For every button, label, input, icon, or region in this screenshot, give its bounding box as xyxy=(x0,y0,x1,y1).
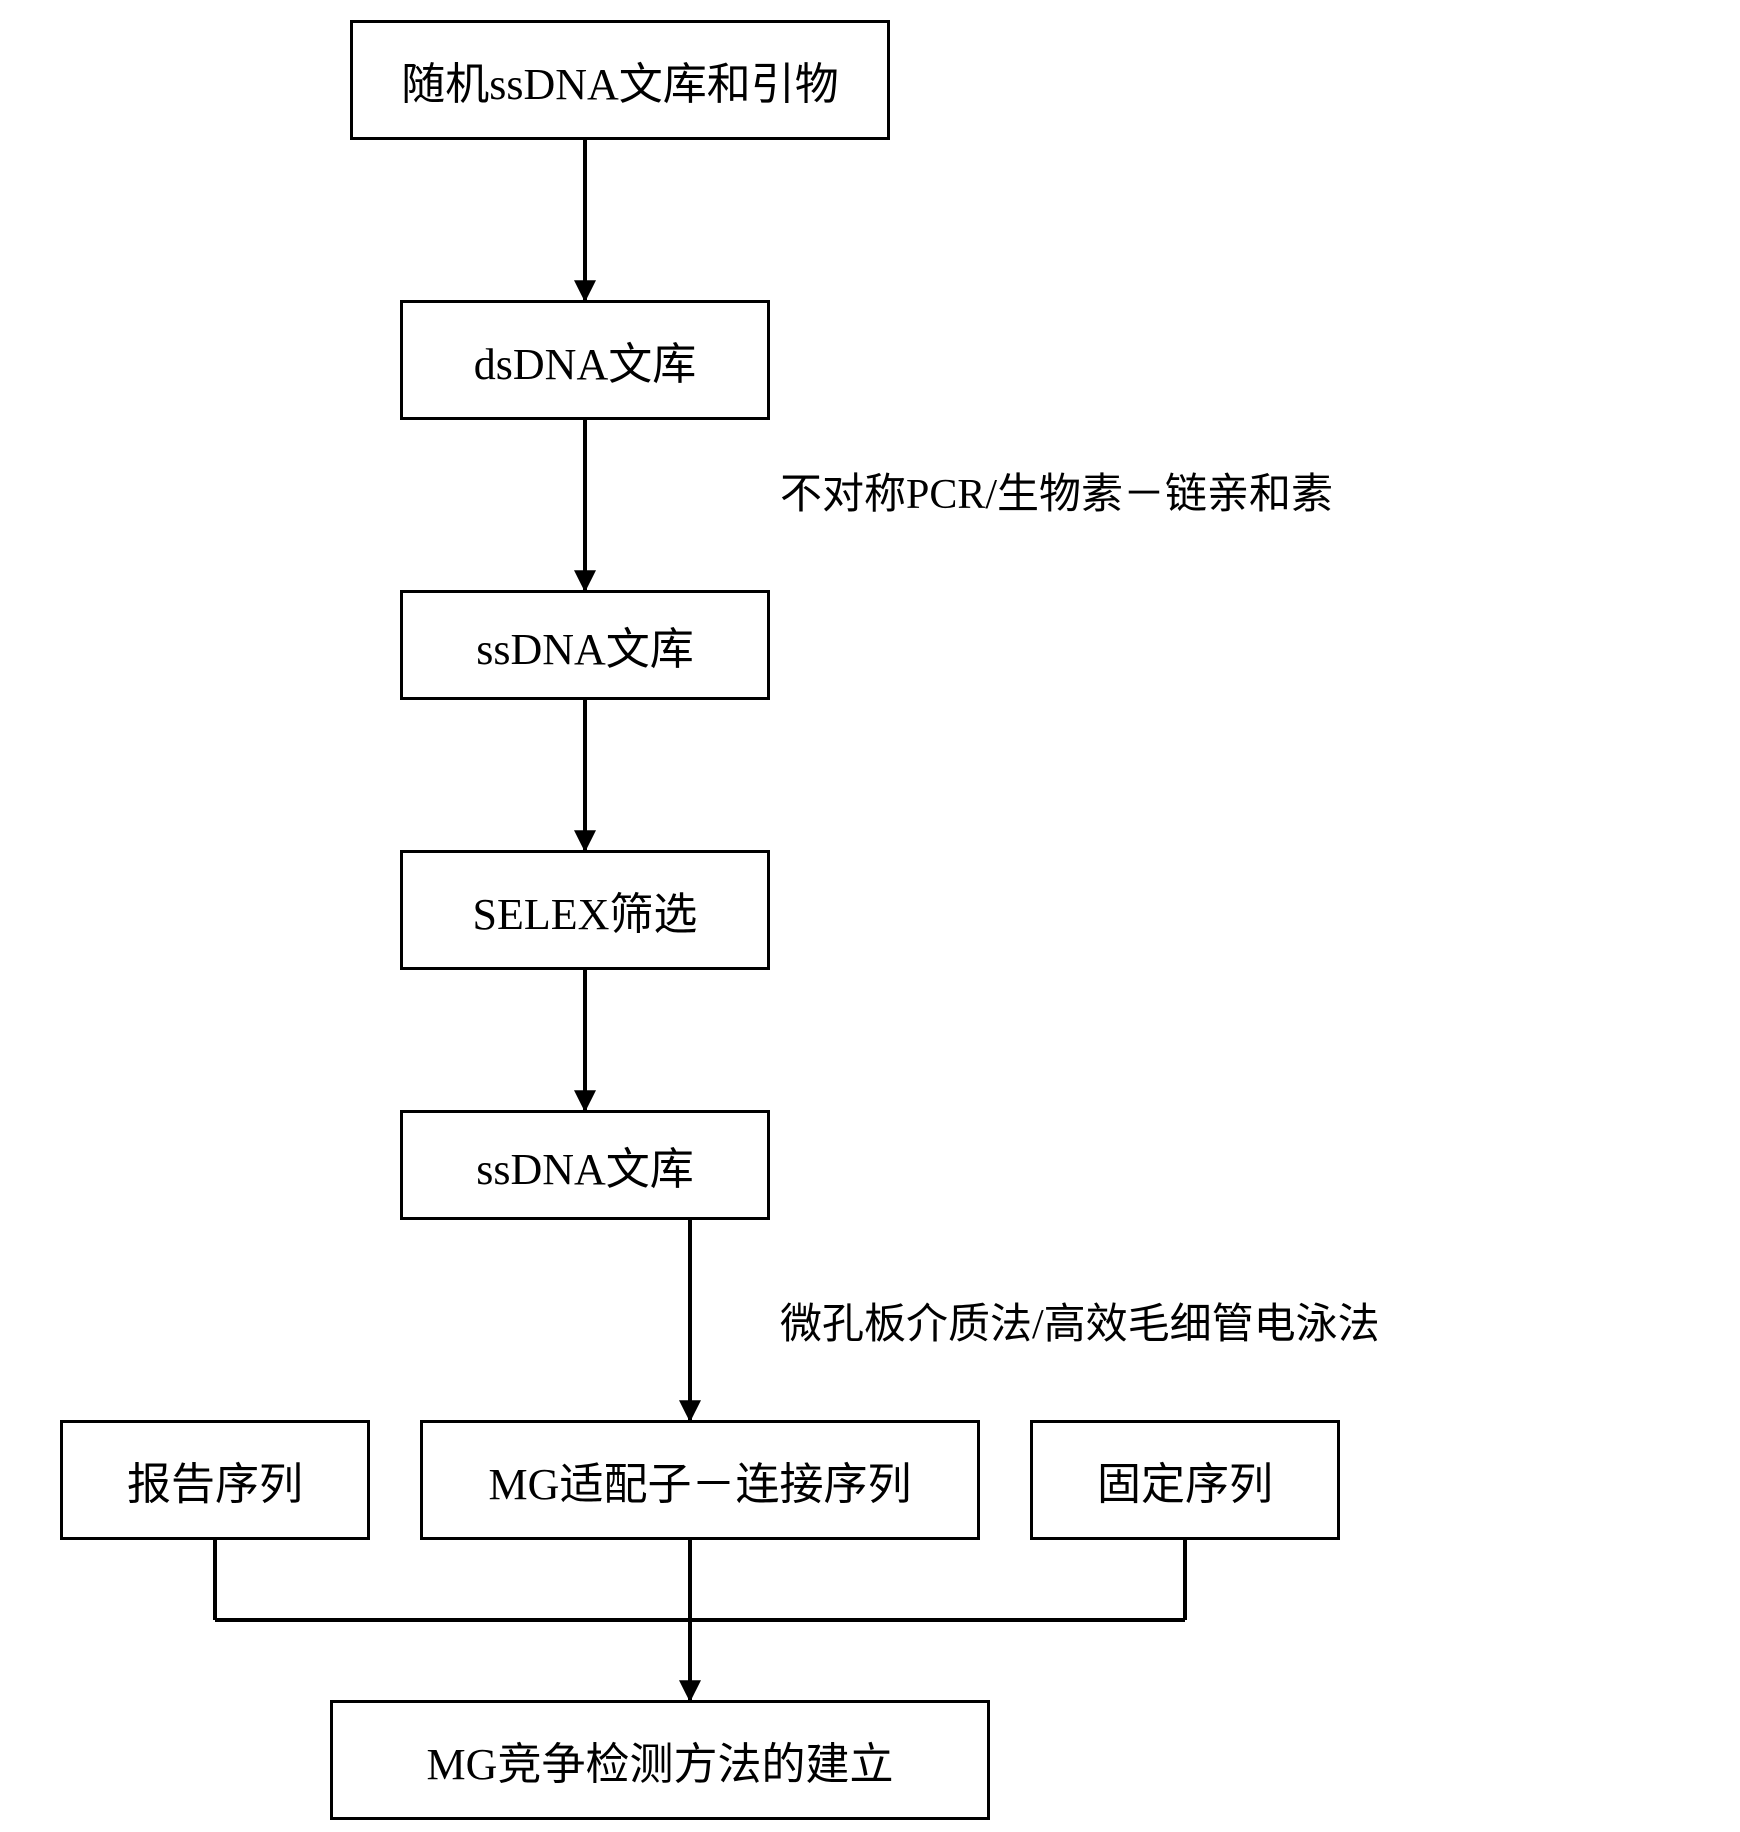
node-selex-screening: SELEX筛选 xyxy=(400,850,770,970)
node-label: ssDNA文库 xyxy=(476,1133,694,1197)
label-text: 不对称PCR/生物素－链亲和素 xyxy=(780,472,1333,518)
flowchart-connectors xyxy=(0,0,1740,1832)
label-text: 微孔板介质法/高效毛细管电泳法 xyxy=(780,1302,1380,1348)
node-mg-aptamer-linker: MG适配子－连接序列 xyxy=(420,1420,980,1540)
node-label: MG适配子－连接序列 xyxy=(489,1448,912,1512)
label-asymmetric-pcr-biotin-streptavidin: 不对称PCR/生物素－链亲和素 xyxy=(780,460,1333,521)
node-random-ssdna-library-primers: 随机ssDNA文库和引物 xyxy=(350,20,890,140)
node-label: MG竞争检测方法的建立 xyxy=(427,1728,894,1792)
node-fixed-sequence: 固定序列 xyxy=(1030,1420,1340,1540)
node-label: dsDNA文库 xyxy=(474,328,696,392)
node-dsdna-library: dsDNA文库 xyxy=(400,300,770,420)
node-report-sequence: 报告序列 xyxy=(60,1420,370,1540)
node-label: SELEX筛选 xyxy=(473,878,698,942)
node-label: 报告序列 xyxy=(127,1448,303,1512)
node-ssdna-library-2: ssDNA文库 xyxy=(400,1110,770,1220)
label-microplate-capillary-electrophoresis: 微孔板介质法/高效毛细管电泳法 xyxy=(780,1290,1380,1351)
node-label: 随机ssDNA文库和引物 xyxy=(401,48,839,112)
node-label: ssDNA文库 xyxy=(476,613,694,677)
node-ssdna-library-1: ssDNA文库 xyxy=(400,590,770,700)
node-mg-competition-assay: MG竞争检测方法的建立 xyxy=(330,1700,990,1820)
node-label: 固定序列 xyxy=(1097,1448,1273,1512)
